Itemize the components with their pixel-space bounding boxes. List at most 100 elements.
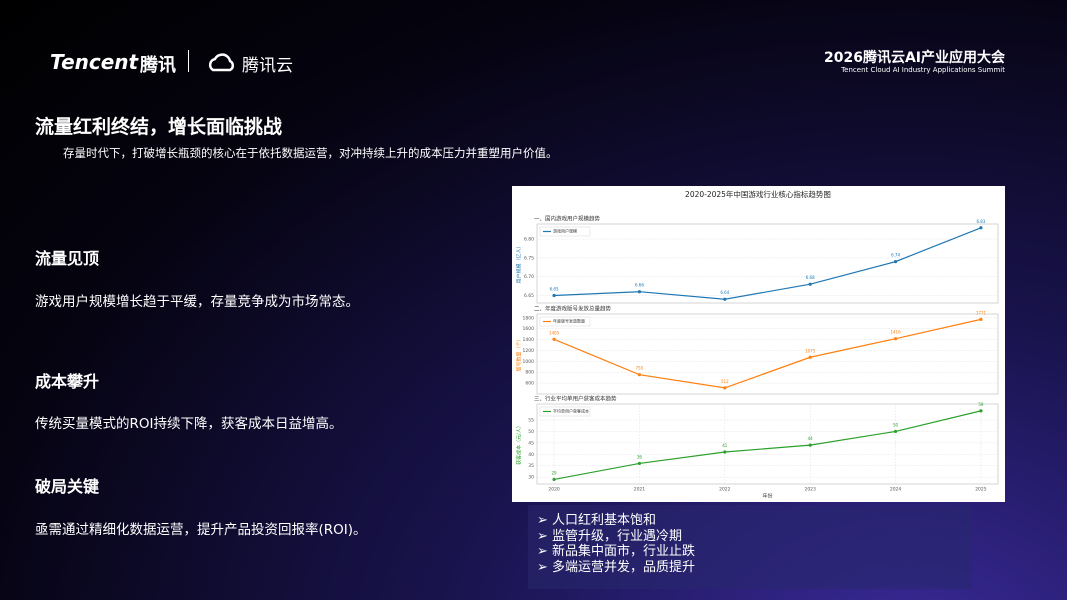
- x-axis-label: 年份: [762, 493, 772, 500]
- legend-label: 平均单用户获客成本: [553, 408, 589, 414]
- data-label: 512: [721, 379, 729, 384]
- figure-title: 2020-2025年中国游戏行业核心指标趋势图: [685, 189, 831, 199]
- logo-divider: [188, 50, 189, 72]
- y-tick-label: 1600: [523, 326, 535, 332]
- data-label: 1405: [549, 330, 560, 335]
- data-point: [893, 260, 898, 264]
- data-point: [808, 355, 812, 359]
- y-tick-label: 600: [525, 381, 534, 387]
- data-point: [808, 282, 812, 286]
- data-point: [552, 293, 556, 298]
- data-point: [723, 386, 727, 390]
- y-tick-label: 1400: [523, 337, 535, 343]
- x-tick-label: 2021: [634, 487, 646, 493]
- logo-cloud: 腾讯云: [242, 56, 293, 76]
- data-label: 1075: [805, 348, 816, 353]
- series-line: [553, 410, 982, 481]
- data-point: [979, 409, 983, 413]
- data-label: 50: [893, 422, 899, 427]
- y-axis-label: 用户规模（亿人）: [516, 243, 523, 283]
- data-label: 6.66: [635, 283, 644, 288]
- data-label: 1416: [890, 330, 901, 335]
- data-label: 6.83: [976, 219, 985, 224]
- y-tick-label: 6.65: [524, 293, 534, 299]
- bullet-box: ➢ 人口红利基本饱和 ➢ 监管升级，行业遇冷期 ➢ 新品集中面市，行业止跌 ➢ …: [528, 505, 972, 589]
- bullet-text: 监管升级，行业遇冷期: [552, 528, 683, 544]
- section-heading: 成本攀升: [35, 372, 100, 391]
- series-line: [553, 318, 982, 389]
- y-tick-label: 30: [528, 475, 534, 481]
- plot-area: [536, 403, 999, 485]
- bullet-text: 新品集中面市，行业止跌: [552, 544, 696, 559]
- bullet: ➢ 监管升级，行业遇冷期: [537, 528, 683, 544]
- legend-box: [539, 406, 591, 417]
- data-label: 6.68: [806, 275, 815, 280]
- y-tick-label: 1800: [523, 315, 535, 321]
- cloud-icon: [208, 53, 235, 72]
- data-point: [552, 337, 556, 341]
- y-tick-label: 6.80: [524, 237, 534, 243]
- section-heading: 破局关键: [35, 477, 100, 496]
- data-point: [637, 290, 642, 294]
- y-tick-label: 35: [528, 463, 534, 469]
- plot-area: [536, 313, 999, 395]
- slide-title: 流量红利终结，增长面临挑战: [35, 116, 283, 138]
- data-point: [552, 477, 556, 482]
- bullet: ➢ 人口红利基本饱和: [537, 513, 657, 528]
- data-label: 36: [637, 454, 643, 459]
- data-point: [979, 226, 983, 230]
- y-tick-label: 45: [528, 440, 534, 446]
- data-label: 6.64: [720, 290, 729, 295]
- y-tick-label: 6.75: [524, 255, 534, 261]
- data-label: 59: [978, 402, 984, 407]
- x-tick-label: 2025: [975, 487, 987, 493]
- series-line: [554, 227, 982, 300]
- y-tick-label: 800: [525, 370, 534, 376]
- data-label: 1771: [976, 310, 987, 315]
- data-label: 755: [636, 366, 644, 371]
- data-point: [723, 450, 727, 454]
- panel-title: 一、国内游戏用户规模趋势: [534, 215, 601, 223]
- data-point: [637, 373, 642, 377]
- bullet-text: 人口红利基本饱和: [552, 513, 657, 528]
- section-text: 游戏用户规模增长趋于平缓，存量竞争成为市场常态。: [35, 294, 359, 310]
- x-tick-label: 2020: [548, 487, 560, 493]
- data-label: 41: [722, 443, 728, 448]
- panel-title: 三、行业平均单用户获客成本趋势: [534, 395, 617, 403]
- legend-box: [539, 316, 591, 327]
- section-text: 传统买量模式的ROI持续下降，获客成本日益增高。: [35, 416, 343, 432]
- y-tick-label: 40: [528, 452, 534, 458]
- plot-area: [536, 223, 999, 304]
- data-point: [893, 337, 898, 341]
- data-point: [893, 429, 898, 434]
- bullet: ➢ 多端运营并发，品质提升: [537, 559, 696, 575]
- bullet: ➢ 新品集中面市，行业止跌: [537, 544, 696, 559]
- legend-box: [539, 226, 591, 237]
- y-tick-label: 1000: [523, 359, 535, 365]
- slide-subtitle: 存量时代下，打破增长瓶颈的核心在于依托数据运营，对冲持续上升的成本压力并重塑用户…: [63, 146, 558, 160]
- y-axis-label: 获客成本（元/人）: [516, 423, 523, 465]
- data-point: [723, 297, 727, 301]
- x-tick-label: 2024: [890, 487, 902, 493]
- event-title: 2026腾讯云AI产业应用大会: [823, 50, 1005, 66]
- data-label: 6.65: [550, 286, 559, 291]
- event-subtitle: Tencent Cloud AI Industry Applications S…: [841, 66, 1005, 74]
- data-point: [979, 317, 983, 321]
- data-point: [637, 461, 642, 466]
- bullet-text: 多端运营并发，品质提升: [552, 559, 696, 575]
- section-heading: 流量见顶: [35, 249, 100, 268]
- section-text: 亟需通过精细化数据运营，提升产品投资回报率(ROI)。: [35, 522, 367, 538]
- x-tick-label: 2022: [719, 487, 731, 493]
- chart-image: 2020-2025年中国游戏行业核心指标趋势图 一、国内游戏用户规模趋势用户规模…: [512, 186, 1005, 502]
- y-tick-label: 50: [528, 429, 534, 435]
- x-tick-label: 2023: [804, 487, 816, 493]
- logo-brand-cn: 腾讯: [140, 55, 176, 76]
- legend-label: 游戏用户规模: [553, 228, 577, 234]
- y-tick-label: 1200: [523, 348, 535, 354]
- y-tick-label: 55: [528, 418, 534, 424]
- data-label: 6.74: [891, 253, 900, 258]
- data-point: [808, 443, 812, 447]
- data-label: 29: [552, 470, 558, 475]
- y-tick-label: 6.70: [524, 274, 534, 280]
